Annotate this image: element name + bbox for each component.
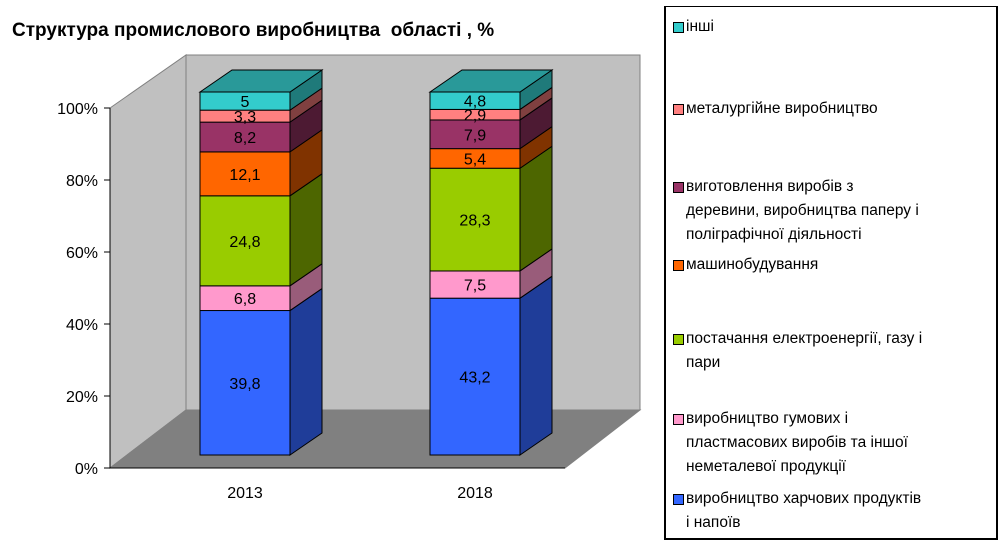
y-tick-label: 40% bbox=[66, 317, 98, 334]
legend-label: неметалевої продукції bbox=[686, 458, 846, 475]
data-label: 3,3 bbox=[234, 109, 256, 126]
legend-swatch bbox=[673, 334, 684, 345]
y-tick-label: 0% bbox=[75, 461, 98, 478]
legend-swatch bbox=[673, 182, 684, 193]
legend-label: постачання електроенергії, газу і bbox=[686, 330, 923, 347]
floor bbox=[108, 409, 642, 469]
legend-label: поліграфічної діяльності bbox=[686, 226, 862, 243]
legend-swatch bbox=[673, 22, 684, 33]
bar-segment-side bbox=[519, 275, 553, 456]
bar-top bbox=[198, 69, 324, 93]
bar-segment bbox=[429, 270, 521, 299]
data-label: 39,8 bbox=[229, 376, 260, 393]
legend-item: виробництво харчових продуктів і напоїв bbox=[673, 487, 996, 535]
legend-label: і напоїв bbox=[686, 514, 741, 531]
legend-item: інші bbox=[673, 15, 996, 39]
legend: інші металургійне виробництво виготовлення… bbox=[664, 6, 998, 540]
legend-label: пластмасових виробів та іншої bbox=[686, 434, 908, 451]
data-label: 2,9 bbox=[464, 108, 486, 125]
legend-label: металургійне виробництво bbox=[686, 100, 878, 117]
data-label: 24,8 bbox=[229, 234, 260, 251]
y-tick-label: 60% bbox=[66, 245, 98, 262]
data-label: 4,8 bbox=[464, 94, 486, 111]
bar-top bbox=[428, 69, 554, 93]
legend-item: машинобудування bbox=[673, 253, 996, 277]
data-label: 7,5 bbox=[464, 278, 486, 295]
legend-item: виготовлення виробів з деревини, виробниц… bbox=[673, 175, 996, 247]
data-label: 8,2 bbox=[234, 130, 256, 147]
legend-swatch bbox=[673, 260, 684, 271]
data-label: 5 bbox=[241, 94, 250, 111]
data-label: 6,8 bbox=[234, 291, 256, 308]
x-tick-label: 2013 bbox=[227, 485, 263, 502]
legend-swatch bbox=[673, 104, 684, 115]
side-wall bbox=[109, 54, 187, 470]
legend-label: виробництво харчових продуктів bbox=[686, 490, 922, 507]
legend-label: виготовлення виробів з bbox=[686, 178, 854, 195]
plot-area: 0%20%40%60%80%100%39,86,824,812,18,23,35… bbox=[57, 54, 642, 502]
legend-swatch bbox=[673, 494, 684, 505]
data-label: 5,4 bbox=[464, 151, 486, 168]
bar-segment-side bbox=[289, 287, 323, 456]
data-label: 28,3 bbox=[459, 213, 490, 230]
bar-segment bbox=[199, 121, 291, 153]
legend-label: машинобудування bbox=[686, 256, 819, 273]
legend-label: інші bbox=[686, 18, 714, 35]
data-label: 7,9 bbox=[464, 127, 486, 144]
data-label: 12,1 bbox=[229, 167, 260, 184]
x-tick-label: 2018 bbox=[457, 485, 493, 502]
legend-item: металургійне виробництво bbox=[673, 97, 996, 121]
bar-segment bbox=[429, 297, 521, 456]
bar-segment bbox=[199, 151, 291, 197]
legend-label: виробництво гумових і bbox=[686, 410, 849, 427]
legend-item: постачання електроенергії, газу і пари bbox=[673, 327, 996, 375]
legend-label: деревини, виробництва паперу і bbox=[686, 202, 919, 219]
data-label: 43,2 bbox=[459, 370, 490, 387]
y-tick-label: 20% bbox=[66, 389, 98, 406]
legend-label: пари bbox=[686, 354, 721, 371]
legend-item: виробництво гумових і пластмасових виробі… bbox=[673, 407, 996, 479]
chart-title: Структура промислового виробництва облас… bbox=[12, 20, 495, 41]
y-tick-label: 100% bbox=[57, 101, 98, 118]
legend-swatch bbox=[673, 414, 684, 425]
y-tick-label: 80% bbox=[66, 173, 98, 190]
bar-segment bbox=[199, 195, 291, 287]
